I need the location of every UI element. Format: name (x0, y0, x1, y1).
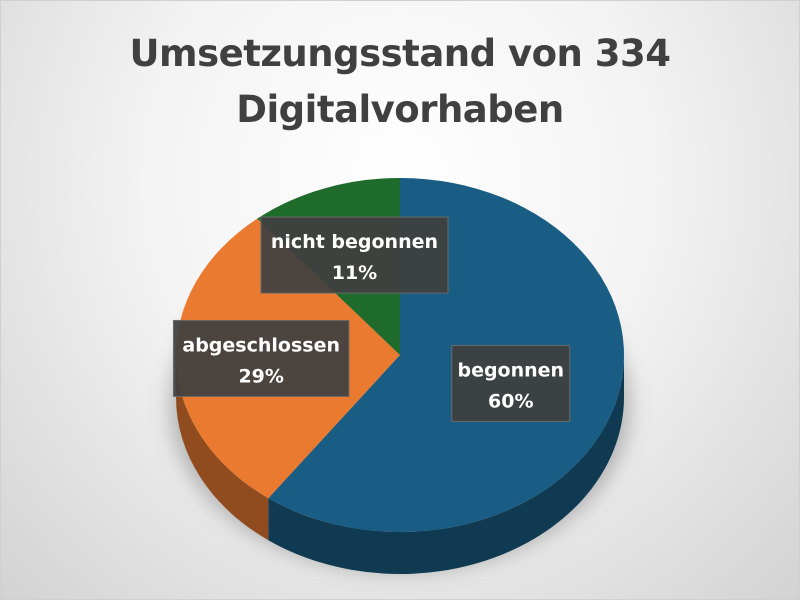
data-label-begonnen: begonnen 60% (451, 344, 571, 422)
chart-title-line-1: Umsetzungsstand von 334 (129, 32, 671, 75)
data-label-category: abgeschlossen (182, 334, 340, 356)
data-label-box (451, 344, 571, 422)
data-label-percent: 60% (488, 390, 533, 412)
data-label-percent: 11% (332, 262, 377, 284)
data-label-abgeschlossen: abgeschlossen 29% (172, 319, 350, 397)
pie-slice-begonnen (268, 178, 625, 532)
chart-title-line-2: Digitalvorhaben (236, 88, 564, 131)
data-label-percent: 29% (238, 365, 283, 387)
data-label-box (172, 319, 350, 397)
data-label-box (260, 216, 449, 294)
data-label-category: nicht begonnen (271, 231, 438, 253)
chart-title: Umsetzungsstand von 334 Digitalvorhaben (0, 26, 800, 138)
data-label-nicht-begonnen: nicht begonnen 11% (260, 216, 449, 294)
data-label-category: begonnen (457, 359, 564, 381)
pie-side-begonnen (268, 355, 624, 574)
pie-side-abgeschlossen (176, 355, 269, 541)
data-labels: begonnen 60% abgeschlossen 29% nicht begonne… (172, 216, 571, 422)
